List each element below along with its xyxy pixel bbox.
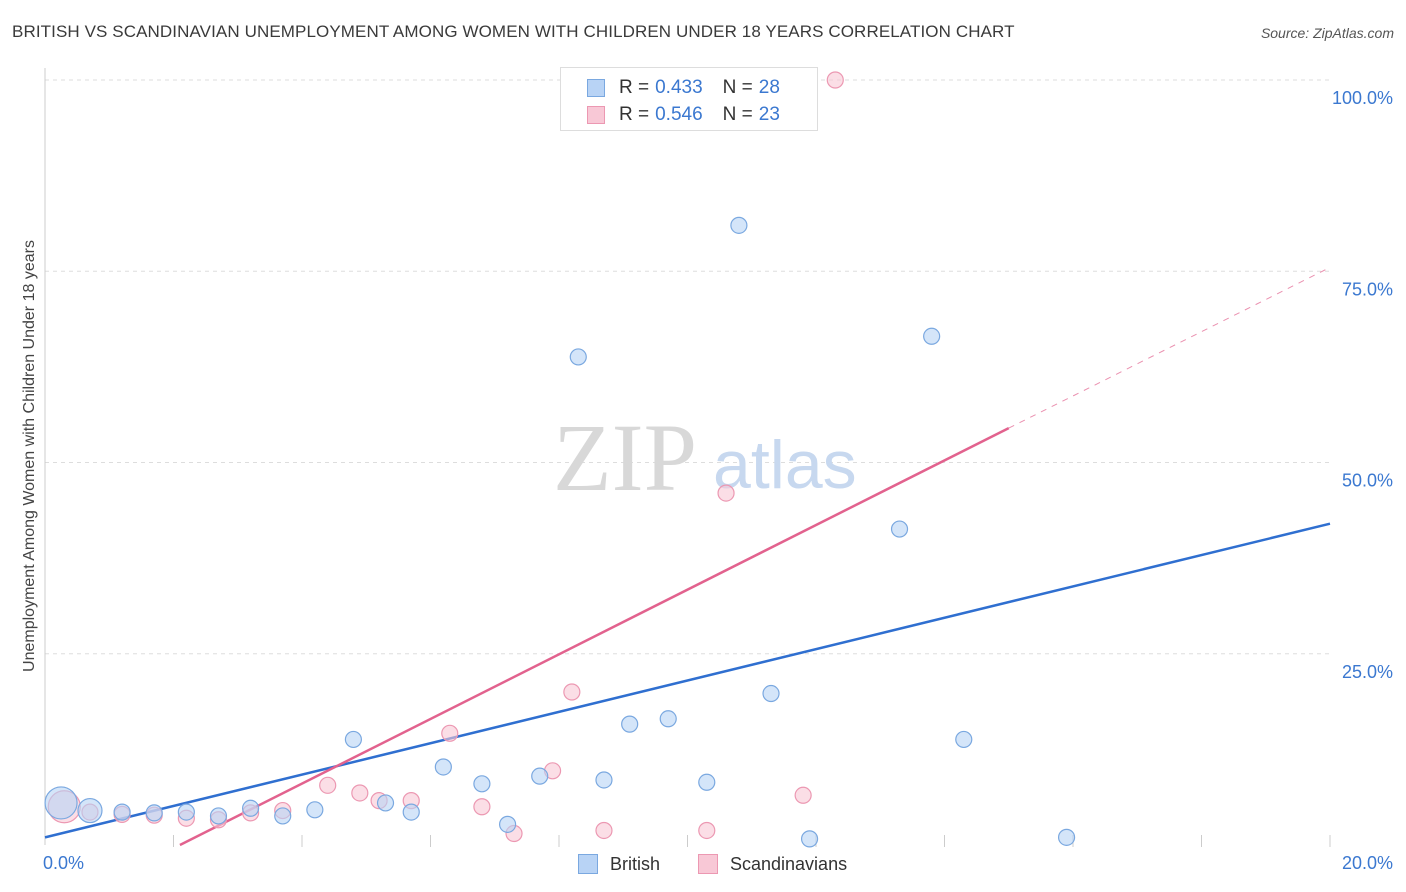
- scandinavians-trend-extension: [1008, 266, 1331, 429]
- y-tick-label: 50.0%: [1342, 471, 1393, 491]
- british-point: [531, 767, 549, 785]
- british-r-value: 0.433: [655, 77, 703, 98]
- scandinavians-point: [563, 683, 581, 701]
- trend-lines-layer: [44, 266, 1331, 847]
- axes-layer: 25.0% 50.0% 75.0% 100.0% 0.0% 20.0%: [43, 68, 1393, 873]
- british-point: [762, 684, 780, 703]
- scandinavians-point: [717, 484, 735, 502]
- british-point: [955, 730, 973, 749]
- legend-row-scandinavians: R = 0.546 N = 23: [587, 103, 780, 127]
- scandinavians-point: [826, 71, 844, 89]
- british-point: [242, 799, 260, 817]
- british-point: [77, 797, 103, 824]
- grid-layer: [45, 79, 1330, 655]
- scandinavians-point: [698, 821, 716, 840]
- scandinavians-point: [595, 821, 613, 840]
- british-point: [306, 801, 324, 819]
- points-layer: [44, 71, 1076, 848]
- legend-row-british: R = 0.433 N = 28: [587, 76, 780, 100]
- british-point: [659, 710, 677, 728]
- british-point: [44, 786, 78, 820]
- watermark-atlas: atlas: [713, 427, 857, 503]
- scandinavians-swatch-icon: [587, 106, 605, 124]
- scandinavians-n-value: 23: [758, 104, 780, 125]
- british-point: [698, 773, 716, 791]
- british-point: [145, 804, 163, 822]
- british-point: [473, 775, 491, 793]
- british-point: [274, 807, 292, 825]
- scandinavians-n-label: N =: [722, 104, 753, 125]
- british-point: [209, 807, 228, 825]
- british-legend-label: British: [610, 853, 661, 874]
- british-legend-icon: [578, 854, 598, 874]
- british-point: [890, 520, 909, 538]
- british-n-value: 28: [758, 77, 780, 98]
- british-point: [923, 327, 941, 345]
- scandinavians-point: [351, 784, 369, 802]
- british-point: [730, 216, 748, 234]
- british-point: [621, 715, 639, 733]
- british-point: [800, 830, 819, 848]
- scandinavians-r-value: 0.546: [655, 104, 703, 125]
- x-tick-label: 0.0%: [43, 853, 84, 873]
- british-point: [434, 758, 452, 776]
- y-tick-label: 100.0%: [1332, 88, 1393, 108]
- british-point: [595, 771, 613, 789]
- british-swatch-icon: [587, 79, 605, 97]
- british-point: [569, 348, 587, 366]
- scandinavians-legend-icon: [698, 854, 718, 874]
- british-point: [344, 730, 362, 749]
- british-point: [1057, 828, 1076, 846]
- bottom-legend-scandinavians[interactable]: Scandinavians: [698, 852, 847, 876]
- x-tick-label: 20.0%: [1342, 853, 1393, 873]
- y-tick-label: 75.0%: [1342, 279, 1393, 299]
- scandinavians-r-label: R =: [619, 104, 650, 125]
- british-point: [499, 815, 517, 833]
- scandinavians-point: [319, 776, 337, 794]
- stats-legend: R = 0.433 N = 28 R = 0.546 N = 23: [560, 67, 818, 131]
- y-tick-label: 25.0%: [1342, 662, 1393, 682]
- british-point: [177, 803, 195, 821]
- watermark-zip: ZIP: [553, 404, 697, 511]
- british-n-label: N =: [722, 77, 753, 98]
- scandinavians-point: [473, 798, 491, 816]
- british-trend-line: [44, 522, 1331, 839]
- y-axis-title: Unemployment Among Women with Children U…: [21, 240, 38, 672]
- bottom-legend-british[interactable]: British: [578, 852, 660, 876]
- british-r-label: R =: [619, 77, 650, 98]
- chart-title: BRITISH VS SCANDINAVIAN UNEMPLOYMENT AMO…: [12, 22, 1015, 41]
- scandinavians-point: [794, 786, 812, 804]
- scandinavians-legend-label: Scandinavians: [730, 853, 848, 874]
- scandinavians-trend-line: [179, 426, 1010, 847]
- british-point: [402, 803, 420, 821]
- british-point: [113, 803, 131, 821]
- source-label: Source: ZipAtlas.com: [1260, 25, 1394, 41]
- scandinavians-point: [441, 724, 459, 742]
- british-point: [376, 794, 395, 812]
